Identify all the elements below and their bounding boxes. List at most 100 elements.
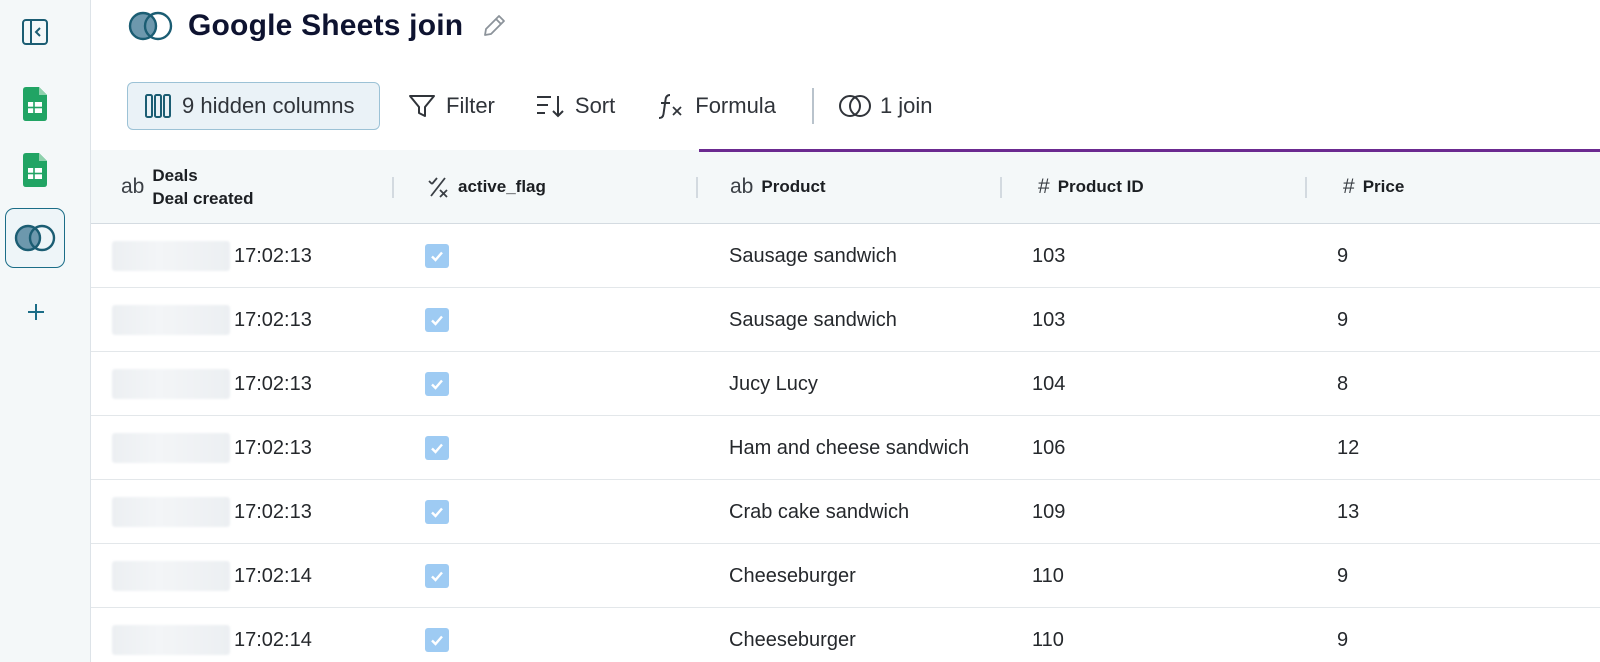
column-header-price[interactable]: # Price (1307, 150, 1600, 224)
cell-product[interactable]: Jucy Lucy (729, 372, 818, 395)
column-resize-handle[interactable] (392, 177, 394, 198)
number-type-icon: # (1038, 175, 1050, 198)
sort-icon (536, 96, 564, 118)
text-type-icon: ab (730, 175, 754, 198)
cell-product-id[interactable]: 103 (1032, 244, 1066, 267)
sidebar-item-sheet-2[interactable] (0, 150, 91, 190)
hidden-columns-button[interactable]: 9 hidden columns (127, 82, 380, 130)
cell-deal-created[interactable]: 17:02:14 (91, 608, 394, 662)
text-type-icon: ab (121, 175, 145, 198)
cell-product-id[interactable]: 109 (1032, 500, 1066, 523)
filter-label: Filter (446, 93, 495, 118)
sort-button[interactable]: Sort (535, 82, 615, 130)
checkbox[interactable] (425, 628, 449, 652)
cell-product[interactable]: Cheeseburger (729, 564, 856, 587)
redacted-date (112, 305, 230, 335)
sidebar-item-join[interactable] (5, 208, 65, 268)
column-header-product-id[interactable]: # Product ID (1002, 150, 1307, 224)
cell-time: 17:02:13 (234, 372, 312, 395)
collapse-sidebar-icon (21, 19, 48, 45)
checkbox[interactable] (425, 500, 449, 524)
cell-deal-created[interactable]: 17:02:13 (91, 288, 394, 352)
google-sheets-icon (22, 153, 47, 187)
boolean-type-icon (426, 175, 450, 199)
table-row[interactable]: 17:02:13 Jucy Lucy 104 8 (91, 352, 1600, 416)
hidden-columns-label: 9 hidden columns (182, 93, 355, 118)
checkbox[interactable] (425, 308, 449, 332)
cell-deal-created[interactable]: 17:02:13 (91, 480, 394, 544)
cell-active-flag[interactable] (394, 544, 698, 608)
collapse-sidebar-button[interactable] (0, 14, 91, 50)
table-row[interactable]: 17:02:13 Sausage sandwich 103 9 (91, 288, 1600, 352)
checkbox[interactable] (425, 372, 449, 396)
rename-button[interactable] (481, 13, 507, 39)
toolbar-divider (811, 88, 814, 124)
cell-product-id[interactable]: 106 (1032, 436, 1066, 459)
header-row: ab Deals Deal created active_flag ab (91, 150, 1600, 224)
cell-price[interactable]: 9 (1337, 244, 1349, 267)
cell-product[interactable]: Ham and cheese sandwich (729, 436, 970, 459)
table-row[interactable]: 17:02:13 Ham and cheese sandwich 106 12 (91, 416, 1600, 480)
formula-button[interactable]: Formula (657, 82, 776, 130)
cell-time: 17:02:14 (234, 564, 312, 587)
cell-price[interactable]: 9 (1337, 308, 1349, 331)
checkmark-icon (431, 571, 443, 582)
join-icon (14, 224, 56, 252)
column-header-active-flag[interactable]: active_flag (394, 150, 698, 224)
cell-price[interactable]: 8 (1337, 372, 1349, 395)
cell-active-flag[interactable] (394, 416, 698, 480)
checkbox[interactable] (425, 244, 449, 268)
cell-price[interactable]: 12 (1337, 436, 1360, 459)
cell-deal-created[interactable]: 17:02:13 (91, 352, 394, 416)
sidebar-item-sheet-1[interactable] (0, 84, 91, 124)
cell-product[interactable]: Crab cake sandwich (729, 500, 910, 523)
cell-price[interactable]: 13 (1337, 500, 1360, 523)
cell-product[interactable]: Sausage sandwich (729, 244, 897, 267)
checkmark-icon (431, 635, 443, 646)
cell-active-flag[interactable] (394, 352, 698, 416)
cell-product[interactable]: Sausage sandwich (729, 308, 897, 331)
filter-icon (409, 95, 435, 117)
cell-product[interactable]: Cheeseburger (729, 628, 856, 651)
cell-deal-created[interactable]: 17:02:13 (91, 416, 394, 480)
cell-deal-created[interactable]: 17:02:14 (91, 544, 394, 608)
column-resize-handle[interactable] (1305, 177, 1307, 198)
table-row[interactable]: 17:02:14 Cheeseburger 110 9 (91, 608, 1600, 662)
column-header-deal-created[interactable]: ab Deals Deal created (91, 150, 394, 224)
join-button[interactable]: 1 join (838, 82, 933, 130)
redacted-date (112, 369, 230, 399)
table-row[interactable]: 17:02:13 Sausage sandwich 103 9 (91, 224, 1600, 288)
sidebar (0, 0, 91, 662)
add-source-button[interactable] (0, 296, 91, 328)
column-header-product[interactable]: ab Product (698, 150, 1002, 224)
checkbox[interactable] (425, 564, 449, 588)
cell-active-flag[interactable] (394, 608, 698, 662)
checkbox[interactable] (425, 436, 449, 460)
column-resize-handle[interactable] (696, 177, 698, 198)
cell-active-flag[interactable] (394, 480, 698, 544)
checkmark-icon (431, 315, 443, 326)
cell-deal-created[interactable]: 17:02:13 (91, 224, 394, 288)
pencil-icon (484, 15, 506, 36)
filter-button[interactable]: Filter (408, 82, 495, 130)
page-title: Google Sheets join (188, 9, 464, 42)
table-row[interactable]: 17:02:14 Cheeseburger 110 9 (91, 544, 1600, 608)
cell-active-flag[interactable] (394, 288, 698, 352)
column-resize-handle[interactable] (1000, 177, 1002, 198)
cell-product-id[interactable]: 104 (1032, 372, 1066, 395)
column-label: Price (1362, 177, 1405, 196)
table-row[interactable]: 17:02:13 Crab cake sandwich 109 13 (91, 480, 1600, 544)
cell-product-id[interactable]: 103 (1032, 308, 1066, 331)
cell-active-flag[interactable] (394, 224, 698, 288)
column-label: Deal created (152, 189, 254, 208)
columns-icon (145, 94, 171, 118)
cell-price[interactable]: 9 (1337, 628, 1349, 651)
toolbar: 9 hidden columns Filter Sort Formula (127, 82, 933, 130)
page-header: Google Sheets join (128, 6, 507, 46)
cell-product-id[interactable]: 110 (1032, 628, 1064, 651)
cell-product-id[interactable]: 110 (1032, 564, 1064, 587)
cell-price[interactable]: 9 (1337, 564, 1349, 587)
cell-time: 17:02:13 (234, 244, 312, 267)
data-grid: ab Deals Deal created active_flag ab (91, 150, 1600, 662)
column-group-label: Deals (152, 166, 198, 185)
